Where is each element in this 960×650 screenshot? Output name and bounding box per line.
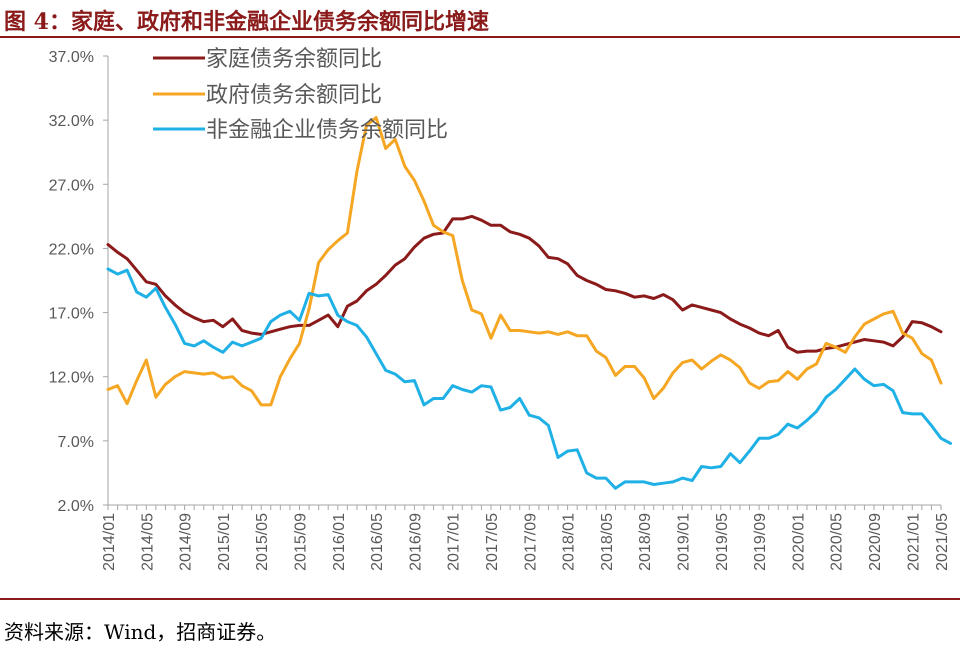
x-tick-label: 2016/09 [407,513,424,571]
x-tick-label: 2020/05 [829,513,846,571]
x-tick-label: 2021/01 [905,513,922,571]
x-tick-label: 2018/05 [599,513,616,571]
line-chart: 2.0% 7.0% 12.0% 17.0% 22.0% 27.0% 32.0% 37.0% 20… [49,47,953,571]
legend-label-3: 非金融企业债务余额同比 [206,118,448,143]
y-tick-label: 2.0% [58,498,94,515]
series-line-3 [106,267,953,490]
x-tick-label: 2014/05 [139,513,156,571]
x-tick-label: 2016/05 [369,513,386,571]
series-line-2 [106,116,943,407]
x-tick-label: 2020/09 [867,513,884,571]
series-lines [106,116,953,490]
title-bar: 图 4：家庭、政府和非金融企业债务余额同比增速 [0,0,960,36]
x-tick-label: 2017/01 [446,513,463,571]
x-tick-label: 2015/09 [292,513,309,571]
x-tick-label: 2015/01 [216,513,233,571]
x-tick-label: 2021/05 [934,513,951,571]
x-tick-label: 2019/01 [675,513,692,571]
series-line-1 [106,214,943,354]
y-tick-label: 27.0% [49,177,94,194]
x-tick-label: 2015/05 [254,513,271,571]
x-tick-label: 2019/09 [752,513,769,571]
x-tick-label: 2017/09 [522,513,539,571]
y-tick-label: 17.0% [49,306,94,323]
y-tick-label: 32.0% [49,113,94,130]
y-tick-label: 37.0% [49,49,94,66]
x-tick-label: 2018/01 [561,513,578,571]
top-rule [0,36,960,38]
legend-label-2: 政府债务余额同比 [206,83,382,108]
y-tick-label: 12.0% [49,370,94,387]
x-tick-label: 2014/01 [101,513,118,571]
y-tick-label: 22.0% [49,241,94,258]
figure-title: 图 4：家庭、政府和非金融企业债务余额同比增速 [4,9,489,35]
y-tick-label: 7.0% [58,434,94,451]
x-tick-label: 2018/09 [637,513,654,571]
axes: 2.0% 7.0% 12.0% 17.0% 22.0% 27.0% 32.0% 37.0% 20… [49,49,951,571]
source-note: 资料来源：Wind，招商证券。 [4,620,277,644]
bottom-rule [0,598,960,600]
x-tick-label: 2020/01 [790,513,807,571]
x-tick-label: 2019/05 [714,513,731,571]
x-tick-label: 2014/09 [178,513,195,571]
legend-label-1: 家庭债务余额同比 [206,47,382,72]
x-tick-label: 2017/05 [484,513,501,571]
x-tick-label: 2016/01 [331,513,348,571]
